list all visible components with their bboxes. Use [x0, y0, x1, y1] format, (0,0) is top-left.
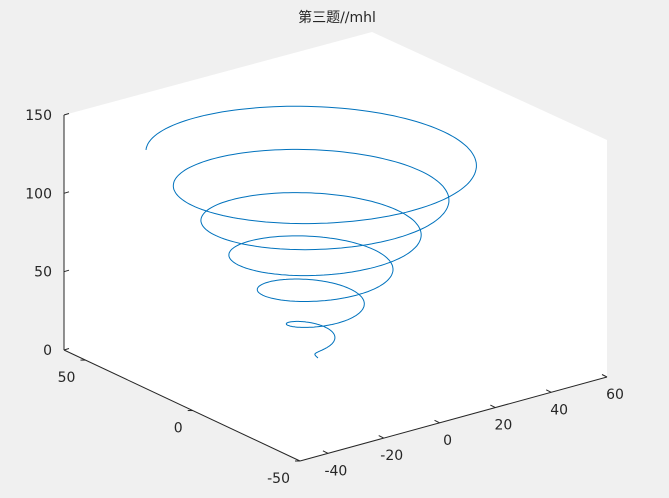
helix-series-line [145, 105, 477, 359]
y-axis-line [63, 349, 301, 462]
x-tick-mark [378, 435, 384, 439]
chart-title: 第三题//mhl [298, 9, 376, 26]
z-tick-label: 50 [34, 265, 52, 281]
x-tick-mark [601, 374, 608, 378]
x-tick-label: 0 [443, 433, 452, 449]
z-tick-mark [63, 348, 70, 351]
z-ticks: 0 50 100 150 [25, 108, 70, 359]
x-tick-mark [545, 389, 552, 393]
x-tick-label: -20 [380, 448, 403, 464]
x-axis-line [299, 376, 608, 462]
x-tick-label: 20 [494, 418, 512, 434]
x-tick-mark [322, 450, 329, 454]
y-tick-label: 50 [58, 370, 76, 386]
x-tick-label: -40 [324, 463, 347, 479]
x-tick-label: 40 [550, 402, 568, 418]
z-tick-mark [63, 191, 70, 194]
z-tick-label: 150 [25, 108, 52, 124]
x-tick-mark [434, 419, 440, 424]
axes-background [64, 32, 607, 461]
y-tick-label: -50 [267, 471, 290, 487]
x-tick-mark [490, 404, 496, 408]
x-ticks: -40 -20 0 20 40 60 [322, 374, 624, 479]
z-tick-mark [63, 113, 70, 116]
y-ticks: -50 0 50 [58, 359, 300, 487]
z-tick-label: 100 [25, 186, 52, 202]
z-tick-label: 0 [43, 343, 52, 359]
x-tick-label: 60 [606, 387, 624, 403]
y-tick-label: 0 [174, 421, 183, 437]
z-tick-mark [63, 269, 70, 273]
